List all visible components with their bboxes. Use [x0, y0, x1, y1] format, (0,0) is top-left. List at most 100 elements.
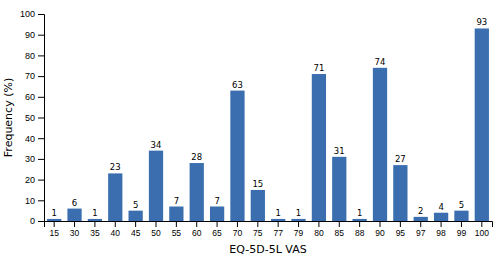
x-tick-mark [359, 221, 360, 227]
x-tick-label: 30 [70, 228, 80, 238]
x-tick-mark [54, 221, 55, 227]
data-label: 27 [395, 154, 406, 164]
y-tick-label: 100 [20, 9, 35, 19]
y-tick-label: 70 [25, 71, 35, 81]
data-label: 74 [375, 57, 386, 67]
x-tick-label: 95 [396, 228, 406, 238]
x-tick-label: 99 [457, 228, 467, 238]
x-tick-mark [74, 221, 75, 227]
y-tick-mark [38, 97, 44, 98]
y-axis-line [38, 15, 45, 222]
y-tick: 60 [25, 92, 44, 102]
x-tick: 45 [131, 221, 141, 238]
x-tick: 55 [172, 221, 182, 238]
y-tick: 30 [25, 154, 44, 164]
x-tick-mark [257, 221, 258, 227]
x-tick-label: 70 [233, 228, 243, 238]
y-tick-mark [38, 159, 44, 160]
x-axis: 1530354045505560657075777980858890959798… [45, 221, 493, 238]
x-tick: 88 [355, 221, 365, 238]
data-label: 5 [459, 200, 464, 210]
x-tick-mark [196, 221, 197, 227]
bar [414, 217, 428, 221]
y-tick-mark [38, 76, 44, 77]
x-tick-label: 88 [355, 228, 365, 238]
data-label: 28 [191, 152, 202, 162]
bar [332, 157, 346, 221]
bar [454, 211, 468, 221]
bar [393, 165, 407, 221]
bar [47, 219, 61, 221]
y-axis: 0 10 20 30 40 50 60 70 80 90 100 [20, 9, 45, 226]
chart: 0102030405060708090100153035404550556065… [0, 0, 500, 259]
bar [291, 219, 305, 221]
y-tick-mark [38, 14, 44, 15]
bar [190, 163, 204, 221]
data-label: 93 [476, 17, 487, 27]
y-tick-label: 40 [25, 134, 35, 144]
x-tick-label: 75 [253, 228, 263, 238]
y-tick: 80 [25, 51, 44, 61]
x-tick: 85 [335, 221, 345, 238]
x-tick-mark [278, 221, 279, 227]
x-tick-mark [115, 221, 116, 227]
y-tick-mark [38, 200, 44, 201]
bars [47, 28, 489, 221]
bar [251, 190, 265, 221]
x-axis-line [45, 222, 493, 228]
x-tick-label: 65 [212, 228, 222, 238]
data-label: 7 [214, 196, 219, 206]
y-tick-mark [38, 221, 44, 222]
x-tick: 97 [416, 221, 426, 238]
x-tick-mark [400, 221, 401, 227]
x-tick-label: 97 [416, 228, 426, 238]
x-tick-label: 15 [49, 228, 59, 238]
x-tick: 100 [475, 221, 489, 238]
x-tick-mark [461, 221, 462, 227]
data-label: 1 [275, 208, 280, 218]
x-tick: 95 [396, 221, 406, 238]
y-tick: 0 [30, 216, 44, 226]
bar [149, 151, 163, 221]
y-tick-mark [38, 118, 44, 119]
data-label: 4 [438, 202, 443, 212]
x-tick-label: 90 [375, 228, 385, 238]
x-tick: 40 [111, 221, 121, 238]
bar [88, 219, 102, 221]
x-tick-mark [176, 221, 177, 227]
data-label: 23 [110, 162, 121, 172]
y-tick-mark [38, 55, 44, 56]
bar [230, 91, 244, 221]
x-tick: 30 [70, 221, 80, 238]
x-tick-mark [318, 221, 319, 227]
y-tick: 10 [25, 196, 44, 206]
x-tick-label: 85 [335, 228, 345, 238]
x-tick: 99 [457, 221, 467, 238]
y-tick-label: 90 [25, 30, 35, 40]
x-tick-label: 55 [172, 228, 182, 238]
x-tick-label: 77 [273, 228, 283, 238]
y-tick-mark [38, 180, 44, 181]
data-label: 2 [418, 206, 423, 216]
y-tick-label: 50 [25, 113, 35, 123]
x-tick-label: 80 [314, 228, 324, 238]
y-tick: 50 [25, 113, 44, 123]
data-label: 15 [252, 179, 263, 189]
x-tick: 35 [90, 221, 100, 238]
bar [67, 209, 81, 221]
y-tick: 40 [25, 134, 44, 144]
bar [353, 219, 367, 221]
y-tick-label: 30 [25, 154, 35, 164]
y-axis-title: Frequency (%) [2, 78, 15, 157]
x-tick: 90 [375, 221, 385, 238]
x-tick-mark [380, 221, 381, 227]
x-tick: 60 [192, 221, 202, 238]
y-tick-mark [38, 35, 44, 36]
y-tick-mark [38, 138, 44, 139]
x-tick-mark [217, 221, 218, 227]
x-tick-mark [135, 221, 136, 227]
y-tick: 20 [25, 175, 44, 185]
x-tick: 80 [314, 221, 324, 238]
data-label: 6 [72, 198, 77, 208]
y-tick: 90 [25, 30, 44, 40]
